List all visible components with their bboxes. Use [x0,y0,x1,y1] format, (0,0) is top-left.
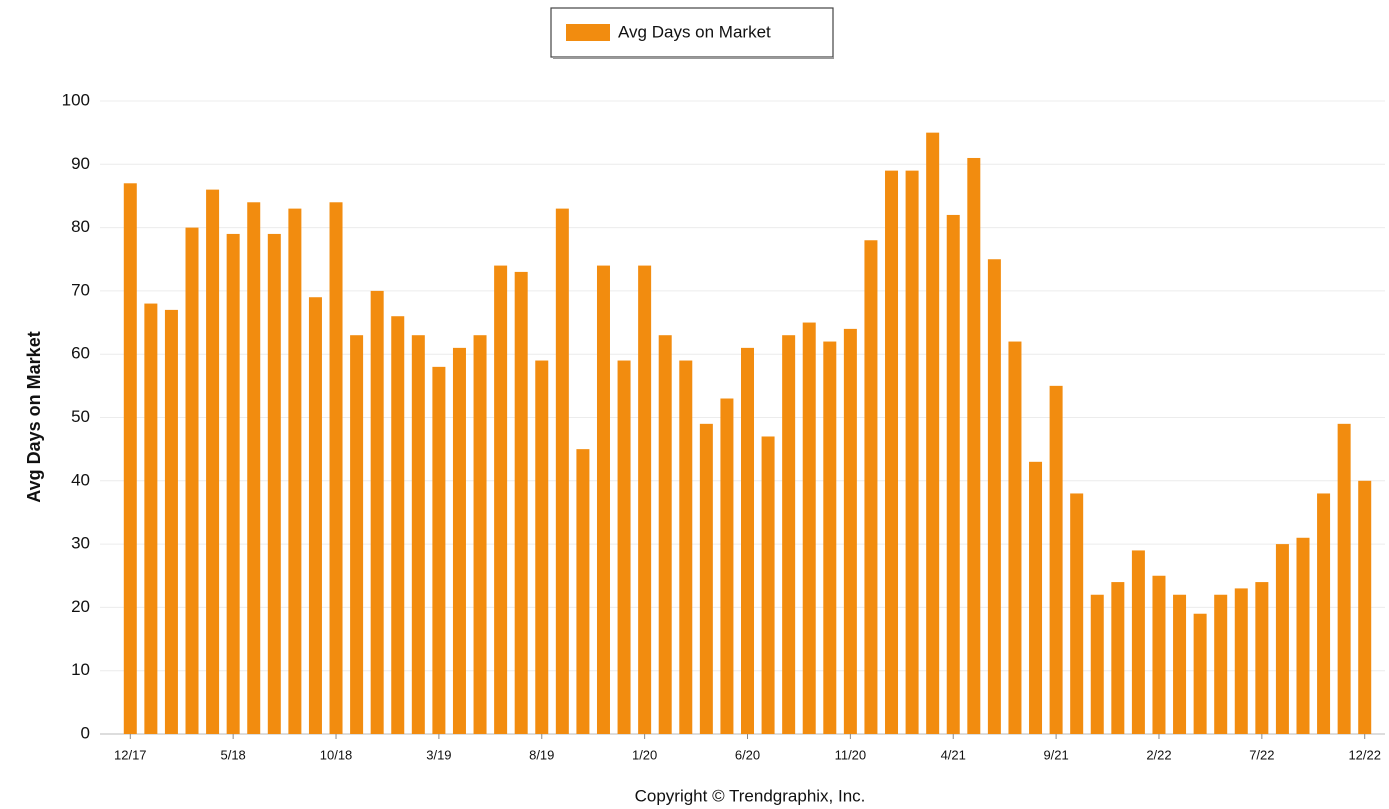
bar [782,335,796,734]
bar [411,335,425,734]
y-tick-label: 100 [62,90,90,109]
bar [926,132,940,734]
bar [658,335,672,734]
bar [1358,480,1372,734]
bar [823,341,837,734]
y-tick-label: 40 [71,470,90,489]
bar [391,316,405,734]
bar [1337,423,1351,734]
x-tick-label: 2/22 [1146,747,1171,762]
bar [432,366,446,734]
y-tick-label: 50 [71,407,90,426]
bar [514,271,528,734]
bar [720,398,734,734]
legend-swatch [566,24,610,41]
bar [617,360,631,734]
x-tick-label: 8/19 [529,747,554,762]
bar [288,208,302,735]
bar [946,214,960,734]
bar [576,449,590,734]
bar [1173,594,1187,734]
source: Copyright © Trendgraphix, Inc. [635,786,866,805]
y-tick-label: 80 [71,217,90,236]
bar [247,202,261,734]
bar [967,157,981,735]
y-tick-label: 30 [71,534,90,553]
x-tick-label: 6/20 [735,747,760,762]
bar [452,347,466,734]
legend-label: Avg Days on Market [618,22,771,41]
y-axis-label: Avg Days on Market [24,331,44,502]
y-tick-label: 70 [71,280,90,299]
x-tick-label: 1/20 [632,747,657,762]
bar [1193,613,1207,734]
bar [370,290,384,734]
x-tick-label: 5/18 [220,747,245,762]
x-tick-label: 10/18 [320,747,353,762]
bar [864,240,878,734]
bar [226,233,240,734]
bar [1317,493,1331,734]
x-tick-label: 4/21 [941,747,966,762]
bar [1070,493,1084,734]
bar [596,265,610,734]
x-tick-label: 11/20 [835,747,867,762]
bar [473,335,487,734]
bar [1214,594,1228,734]
bar [885,170,899,734]
bar [1275,544,1289,734]
bar [1111,582,1125,734]
bar [535,360,549,734]
y-tick-label: 60 [71,344,90,363]
bar [761,436,775,734]
bar [802,322,816,734]
bar [1008,341,1022,734]
bar [1131,550,1145,734]
bar [1090,594,1104,734]
bar [1234,588,1248,734]
bar [1296,537,1310,734]
bar [164,309,178,734]
x-tick-label: 12/22 [1348,747,1381,762]
y-tick-label: 0 [81,723,90,742]
bar [1029,461,1043,734]
bar [329,202,343,734]
bar [123,183,137,735]
x-tick-label: 9/21 [1043,747,1068,762]
bar [494,265,508,734]
x-tick-label: 12/17 [114,747,147,762]
bar [843,328,857,734]
bar [987,259,1001,734]
x-tick-label: 7/22 [1249,747,1274,762]
bar [1255,582,1269,734]
bar [267,233,281,734]
y-tick-label: 20 [71,597,90,616]
bar [185,227,199,734]
bar [555,208,569,735]
bar [1152,575,1166,734]
x-tick-label: 3/19 [426,747,451,762]
bar [206,189,220,734]
bar [905,170,919,734]
bar [308,297,322,734]
bar [699,423,713,734]
bar [1049,385,1063,734]
y-tick-label: 10 [71,660,90,679]
bar [144,303,158,734]
bar [741,347,754,734]
bar [679,360,693,734]
y-tick-label: 90 [71,154,90,173]
bar [350,335,364,734]
bar [638,265,652,734]
